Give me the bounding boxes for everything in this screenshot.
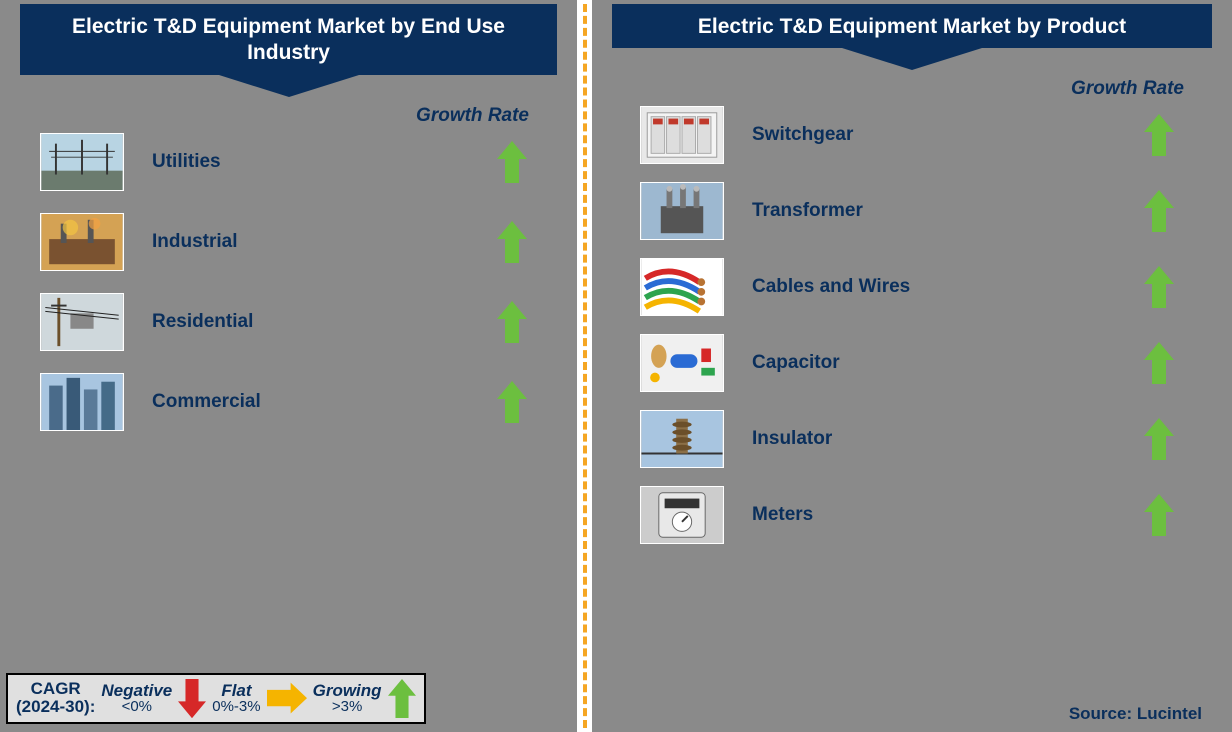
panel-product: Electric T&D Equipment Market by Product… xyxy=(592,0,1232,732)
growth-arrow-industrial xyxy=(487,221,537,263)
legend-growing-range: >3% xyxy=(332,699,362,715)
growth-rate-header-left: Growth Rate xyxy=(0,105,529,127)
label-residential: Residential xyxy=(152,311,487,333)
end-use-rows: Utilities Industrial Residential xyxy=(0,133,577,431)
row-industrial: Industrial xyxy=(40,213,537,271)
growth-arrow-commercial xyxy=(487,381,537,423)
growth-arrow-cables xyxy=(1134,266,1184,308)
row-capacitor: Capacitor xyxy=(640,334,1184,392)
growth-arrow-transformer xyxy=(1134,190,1184,232)
panel-title-end-use: Electric T&D Equipment Market by End Use… xyxy=(20,4,557,75)
legend-title-line2: (2024-30): xyxy=(16,697,95,716)
thumb-industrial xyxy=(40,213,124,271)
row-meters: Meters xyxy=(640,486,1184,544)
label-cables: Cables and Wires xyxy=(752,276,1134,298)
label-industrial: Industrial xyxy=(152,231,487,253)
thumb-switchgear xyxy=(640,106,724,164)
label-switchgear: Switchgear xyxy=(752,124,1134,146)
row-insulator: Insulator xyxy=(640,410,1184,468)
row-switchgear: Switchgear xyxy=(640,106,1184,164)
growth-arrow-meters xyxy=(1134,494,1184,536)
growth-arrow-utilities xyxy=(487,141,537,183)
legend-flat-label: Flat xyxy=(221,682,251,700)
label-capacitor: Capacitor xyxy=(752,352,1134,374)
legend-flat: Flat 0%-3% xyxy=(212,682,260,716)
divider-dashed-line xyxy=(583,4,587,728)
legend-title-line1: CAGR xyxy=(31,679,81,698)
label-transformer: Transformer xyxy=(752,200,1134,222)
arrow-up-icon xyxy=(388,679,416,718)
legend-title: CAGR (2024-30): xyxy=(16,680,95,717)
thumb-insulator xyxy=(640,410,724,468)
label-utilities: Utilities xyxy=(152,151,487,173)
legend-growing-label: Growing xyxy=(313,682,382,700)
label-insulator: Insulator xyxy=(752,428,1134,450)
thumb-cables xyxy=(640,258,724,316)
thumb-transformer xyxy=(640,182,724,240)
growth-arrow-residential xyxy=(487,301,537,343)
panel-end-use: Electric T&D Equipment Market by End Use… xyxy=(0,0,577,732)
thumb-utilities xyxy=(40,133,124,191)
arrow-flat-icon xyxy=(267,679,307,717)
legend-negative-range: <0% xyxy=(122,699,152,715)
row-transformer: Transformer xyxy=(640,182,1184,240)
panel-title-product: Electric T&D Equipment Market by Product xyxy=(612,4,1212,48)
growth-rate-header-right: Growth Rate xyxy=(592,78,1184,100)
cagr-legend: CAGR (2024-30): Negative <0% Flat 0%-3% … xyxy=(6,673,426,724)
thumb-capacitor xyxy=(640,334,724,392)
growth-arrow-insulator xyxy=(1134,418,1184,460)
growth-arrow-capacitor xyxy=(1134,342,1184,384)
infographic-container: Electric T&D Equipment Market by End Use… xyxy=(0,0,1232,732)
arrow-down-icon xyxy=(178,679,206,718)
growth-arrow-switchgear xyxy=(1134,114,1184,156)
legend-negative: Negative <0% xyxy=(101,682,172,716)
product-rows: Switchgear Transformer Cables and Wires xyxy=(592,106,1232,544)
legend-flat-range: 0%-3% xyxy=(212,699,260,715)
thumb-residential xyxy=(40,293,124,351)
row-cables: Cables and Wires xyxy=(640,258,1184,316)
row-commercial: Commercial xyxy=(40,373,537,431)
legend-growing: Growing >3% xyxy=(313,682,382,716)
source-attribution: Source: Lucintel xyxy=(1069,704,1202,724)
row-residential: Residential xyxy=(40,293,537,351)
thumb-commercial xyxy=(40,373,124,431)
label-commercial: Commercial xyxy=(152,391,487,413)
label-meters: Meters xyxy=(752,504,1134,526)
row-utilities: Utilities xyxy=(40,133,537,191)
panel-divider xyxy=(577,0,592,732)
thumb-meters xyxy=(640,486,724,544)
legend-negative-label: Negative xyxy=(101,682,172,700)
